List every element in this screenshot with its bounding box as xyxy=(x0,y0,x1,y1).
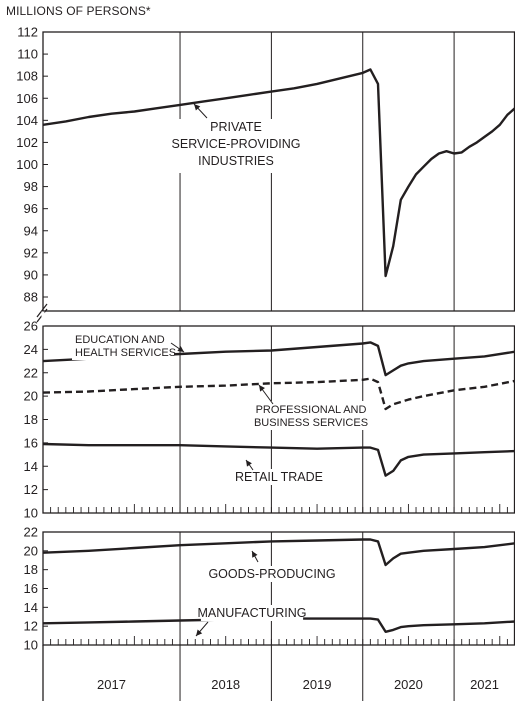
education-health-label-bg xyxy=(72,331,174,360)
y-tick-label: 12 xyxy=(24,619,38,634)
y-tick-label: 12 xyxy=(24,482,38,497)
axis-break-mark xyxy=(36,303,48,318)
goods-producing-line xyxy=(43,538,515,567)
y-tick-label: 102 xyxy=(16,135,38,150)
y-tick-label: 20 xyxy=(24,389,38,404)
y-tick-label: 22 xyxy=(24,525,38,540)
professional-business-label-line: BUSINESS SERVICES xyxy=(254,417,368,429)
y-tick-label: 22 xyxy=(24,365,38,380)
goods-producing-label-bg xyxy=(213,566,331,582)
manufacturing-label: MANUFACTURING xyxy=(197,605,307,621)
retail-trade-label-line: RETAIL TRADE xyxy=(235,470,323,484)
y-tick-label: 88 xyxy=(24,290,38,305)
unit-label: MILLIONS OF PERSONS* xyxy=(6,4,151,18)
y-tick-label: 10 xyxy=(24,638,38,653)
year-label: 2020 xyxy=(394,677,423,692)
y-tick-label: 98 xyxy=(24,179,38,194)
year-label: 2018 xyxy=(211,677,240,692)
y-tick-label: 104 xyxy=(16,113,38,128)
private-service-label-line: SERVICE-PROVIDING xyxy=(172,137,301,151)
y-tick-label: 90 xyxy=(24,267,38,282)
manufacturing-arrow-head xyxy=(196,629,203,636)
private-service-label-line: PRIVATE xyxy=(210,120,262,134)
y-tick-label: 20 xyxy=(24,543,38,558)
private-service-label: PRIVATE SERVICE-PROVIDING INDUSTRIES xyxy=(170,119,302,173)
y-tick-label: 24 xyxy=(24,342,38,357)
professional-business-arrow-head xyxy=(259,385,265,392)
private-service-arrow-head xyxy=(194,104,201,111)
year-label: 2019 xyxy=(303,677,332,692)
axis-break-gap xyxy=(41,311,45,326)
manufacturing-label-line: MANUFACTURING xyxy=(197,606,306,620)
y-tick-label: 16 xyxy=(24,435,38,450)
goods-producing-label-line: GOODS-PRODUCING xyxy=(208,567,335,581)
retail-trade-label: RETAIL TRADE xyxy=(232,469,327,485)
education-health-arrow-head xyxy=(177,346,184,352)
annotations: PRIVATE SERVICE-PROVIDING INDUSTRIES EDUCAT… xyxy=(72,103,369,637)
series-lines xyxy=(43,68,515,633)
professional-business-label-line: PROFESSIONAL AND xyxy=(256,404,367,416)
year-label: 2017 xyxy=(97,677,126,692)
private-service-label-line: INDUSTRIES xyxy=(198,154,274,168)
retail-trade-arrow-head xyxy=(246,460,252,467)
y-tick-label: 112 xyxy=(17,25,38,40)
y-tick-label: 108 xyxy=(16,69,38,84)
manufacturing-label-bg xyxy=(200,605,304,621)
y-tick-label: 106 xyxy=(16,91,38,106)
goods-producing-arrow-head xyxy=(252,551,258,558)
y-tick-label: 26 xyxy=(24,319,38,334)
y-tick-label: 14 xyxy=(24,600,38,615)
year-label: 2021 xyxy=(470,677,499,692)
retail-trade-line xyxy=(43,442,515,477)
private-service-providing-industries-line xyxy=(43,68,515,278)
y-tick-label: 96 xyxy=(24,201,38,216)
professional-and-business-services-line xyxy=(43,377,515,411)
y-tick-label: 10 xyxy=(24,506,38,521)
education-health-label-line: HEALTH SERVICES xyxy=(75,347,176,359)
y-tick-label: 18 xyxy=(24,562,38,577)
y-tick-label: 16 xyxy=(24,581,38,596)
y-tick-label: 18 xyxy=(24,412,38,427)
professional-business-label-bg xyxy=(253,401,369,430)
y-tick-label: 94 xyxy=(24,223,38,238)
y-tick-label: 14 xyxy=(24,459,38,474)
year-labels: 2017 2018 2019 2020 2021 xyxy=(97,677,499,692)
private-service-label-bg xyxy=(170,119,302,173)
goods-producing-label: GOODS-PRODUCING xyxy=(208,566,336,582)
axis-ticks: 88 90 92 94 96 98 100 102 104 106 108 110 112 10 12 14 1… xyxy=(16,25,508,653)
y-tick-label: 110 xyxy=(17,47,38,62)
retail-trade-label-bg xyxy=(232,469,327,485)
y-tick-label: 100 xyxy=(16,157,38,172)
manufacturing-line xyxy=(43,617,515,633)
y-tick-label: 92 xyxy=(24,245,38,260)
education-health-label-line: EDUCATION AND xyxy=(75,334,165,346)
